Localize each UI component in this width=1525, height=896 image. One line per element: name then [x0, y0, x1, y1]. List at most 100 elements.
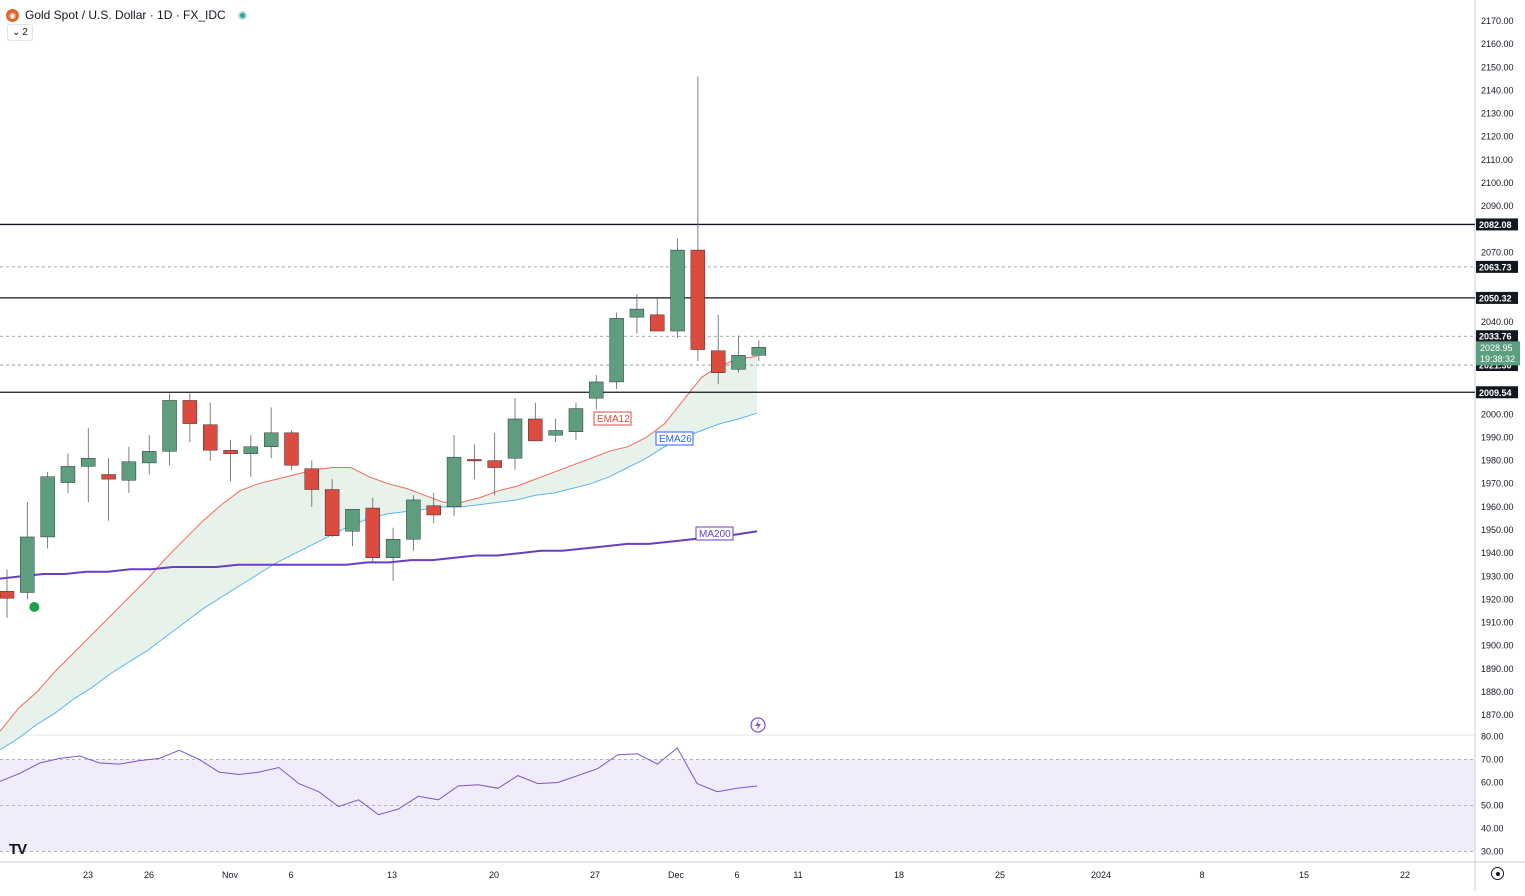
price-tick-label: 2160.00	[1481, 39, 1514, 49]
candle-body	[487, 460, 502, 468]
indicator-label: EMA26	[659, 434, 692, 445]
level-price-tag	[1476, 291, 1518, 304]
indicator-label-box	[655, 431, 694, 446]
time-tick-label: 22	[1400, 870, 1410, 880]
level-price-label: 2009.54	[1479, 388, 1512, 398]
time-tick-label: 18	[894, 870, 904, 880]
rsi-band	[0, 759, 1475, 852]
indicator-label-box	[593, 411, 632, 426]
candle-body	[284, 432, 299, 466]
candle-body	[263, 432, 279, 447]
indicators-toggle-button[interactable]: ⌄ 2	[7, 24, 33, 41]
time-tick-label: 6	[734, 870, 739, 880]
candle-body	[507, 418, 523, 459]
time-tick-label: 13	[387, 870, 397, 880]
level-price-tag	[1476, 386, 1518, 399]
time-tick-label: Dec	[668, 870, 685, 880]
candle-body	[568, 408, 584, 432]
time-tick-label: 15	[1299, 870, 1309, 880]
time-tick-label: 8	[1199, 870, 1204, 880]
candle-body	[162, 400, 177, 452]
level-price-label: 2082.08	[1479, 220, 1512, 230]
time-tick-label: 6	[288, 870, 293, 880]
buy-signal-dot	[29, 602, 40, 612]
price-tick-label: 2150.00	[1481, 62, 1514, 72]
level-price-label: 2050.32	[1479, 293, 1512, 303]
countdown-label: 19:38:32	[1480, 354, 1515, 364]
candle-body	[121, 461, 137, 481]
ma200-line	[0, 530, 758, 580]
candle-body	[609, 318, 624, 383]
time-tick-label: Nov	[222, 870, 239, 880]
level-price-tag	[1476, 218, 1518, 231]
indicator-label: MA200	[699, 529, 731, 540]
level-price-label: 2063.73	[1479, 262, 1512, 272]
settings-gear-icon[interactable]	[1491, 867, 1504, 880]
indicators-count: 2	[22, 27, 28, 38]
level-price-tag	[1476, 260, 1518, 273]
ema26-line	[0, 412, 758, 751]
price-tick-label: 2000.00	[1481, 409, 1514, 419]
candle-body	[629, 308, 645, 318]
indicator-label-box	[695, 526, 734, 541]
candle-body	[690, 249, 706, 350]
time-tick-label: 25	[995, 870, 1005, 880]
candle-body	[40, 476, 55, 538]
rsi-line	[0, 747, 758, 816]
price-tick-label: 1900.00	[1481, 641, 1514, 651]
price-tick-label: 2170.00	[1481, 16, 1514, 26]
price-tick-label: 2120.00	[1481, 132, 1514, 142]
time-tick-label: 2024	[1091, 870, 1111, 880]
time-tick-label: 11	[793, 870, 802, 880]
rsi-tick-label: 40.00	[1481, 824, 1504, 834]
price-tick-label: 2090.00	[1481, 201, 1514, 211]
candle-body	[182, 400, 198, 424]
level-price-label: 2033.76	[1479, 332, 1512, 342]
candle-body	[365, 507, 380, 558]
price-tick-label: 2110.00	[1481, 155, 1513, 165]
price-tick-label: 1940.00	[1481, 548, 1514, 558]
tradingview-logo: TV	[9, 841, 27, 858]
level-price-tag	[1476, 330, 1518, 343]
rsi-tick-label: 70.00	[1481, 755, 1504, 765]
candle-body	[304, 468, 319, 490]
candle-body	[528, 418, 543, 442]
candle-body	[467, 459, 482, 462]
price-tick-label: 1980.00	[1481, 456, 1514, 466]
time-tick-label: 23	[83, 870, 93, 880]
rsi-tick-label: 30.00	[1481, 847, 1504, 857]
price-tick-label: 1950.00	[1481, 525, 1514, 535]
price-tick-label: 1990.00	[1481, 432, 1514, 442]
candle-body	[223, 449, 238, 454]
price-tick-label: 1970.00	[1481, 479, 1514, 489]
price-tick-label: 1890.00	[1481, 664, 1514, 674]
candle-body	[202, 424, 218, 451]
price-tick-label: 1870.00	[1481, 710, 1514, 720]
price-tick-label: 1880.00	[1481, 687, 1514, 697]
time-tick-label: 26	[144, 870, 154, 880]
symbol-legend[interactable]: ◉ Gold Spot / U.S. Dollar · 1D · FX_IDC	[6, 6, 247, 24]
current-price-label: 2028.95	[1480, 343, 1513, 353]
time-tick-label: 27	[590, 870, 600, 880]
replay-bolt-icon[interactable]	[750, 717, 766, 733]
rsi-tick-label: 80.00	[1481, 732, 1504, 742]
candle-body	[711, 350, 726, 373]
candle-body	[142, 451, 157, 464]
price-tick-label: 2130.00	[1481, 109, 1514, 119]
candle-body	[385, 539, 401, 558]
indicator-label: EMA12	[597, 414, 630, 425]
level-price-label: 2021.30	[1479, 361, 1512, 371]
rsi-tick-label: 50.00	[1481, 801, 1504, 811]
price-tick-label: 1930.00	[1481, 571, 1514, 581]
current-price-tag	[1476, 341, 1520, 366]
symbol-title: Gold Spot / U.S. Dollar · 1D · FX_IDC	[25, 8, 226, 22]
candle-body	[81, 458, 96, 467]
candle-body	[324, 489, 340, 536]
candle-body	[0, 591, 15, 599]
candle-body	[751, 347, 767, 356]
candle-body	[101, 474, 116, 480]
gold-coin-icon: ◉	[6, 8, 19, 22]
candle-body	[446, 456, 462, 508]
